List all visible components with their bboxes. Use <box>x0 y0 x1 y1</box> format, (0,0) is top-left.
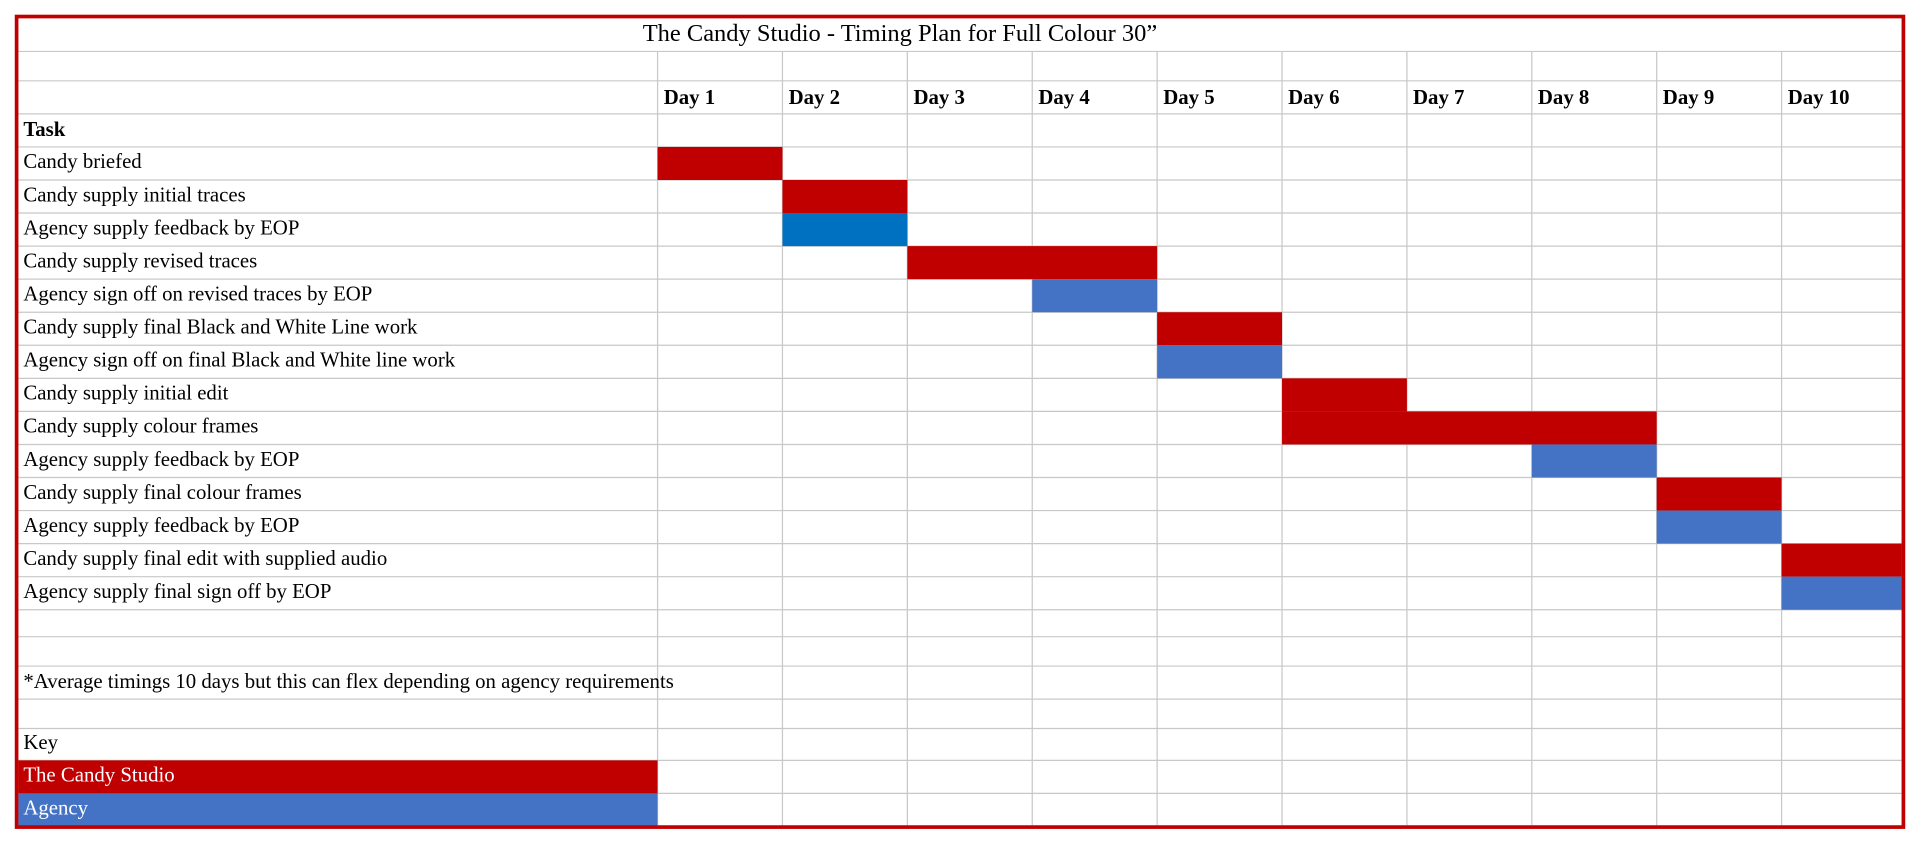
task-label: Candy supply colour frames <box>23 414 258 438</box>
day-label: Day 10 <box>1788 85 1850 109</box>
task-bar <box>907 246 1158 280</box>
task-bar <box>1157 312 1283 346</box>
day-label: Day 3 <box>913 85 964 109</box>
key-label: Key <box>23 730 58 754</box>
task-label: Agency supply final sign off by EOP <box>23 579 331 603</box>
grid <box>18 50 1902 826</box>
task-label: Agency sign off on final Black and White… <box>23 348 455 372</box>
footnote: *Average timings 10 days but this can fl… <box>23 669 674 693</box>
task-bar <box>1282 378 1407 412</box>
task-label: Candy supply final Black and White Line … <box>23 315 418 339</box>
task-label: Candy supply initial edit <box>23 381 228 405</box>
outer-border <box>14 14 1906 829</box>
task-bar <box>782 179 908 214</box>
day-label: Day 4 <box>1038 85 1090 109</box>
task-bar <box>657 146 783 180</box>
day-label: Day 7 <box>1413 85 1464 109</box>
task-bar <box>1781 543 1902 577</box>
day-label: Day 6 <box>1288 85 1339 109</box>
day-label: Day 9 <box>1663 85 1714 109</box>
legend-label: The Candy Studio <box>23 763 174 787</box>
task-label: Candy supply revised traces <box>23 248 257 272</box>
legend-swatch <box>18 793 658 827</box>
task-bar <box>1656 477 1782 511</box>
legend-label: Agency <box>23 796 88 820</box>
task-label: Candy briefed <box>23 149 142 173</box>
day-label: Day 2 <box>789 85 840 109</box>
day-label: Day 1 <box>664 85 715 109</box>
task-label: Candy supply final colour frames <box>23 480 301 504</box>
day-label: Day 8 <box>1538 85 1589 109</box>
task-label: Agency sign off on revised traces by EOP <box>23 281 372 305</box>
chart-title: The Candy Studio - Timing Plan for Full … <box>643 20 1158 47</box>
task-label: Agency supply feedback by EOP <box>23 215 299 239</box>
task-bar <box>1656 510 1782 544</box>
labels: Day 1 Day 2 Day 3 Day 4 Day 5 Day 6 Day 7 Day 8… <box>23 85 1849 820</box>
task-bar <box>1032 279 1158 313</box>
task-header: Task <box>23 117 65 141</box>
task-bar <box>1781 576 1902 610</box>
task-bar <box>1282 411 1657 445</box>
task-label: Agency supply feedback by EOP <box>23 513 299 537</box>
task-label: Agency supply feedback by EOP <box>23 447 299 471</box>
task-bar <box>1157 345 1283 379</box>
task-bar <box>1531 444 1657 478</box>
task-bar <box>782 213 908 247</box>
task-label: Candy supply final edit with supplied au… <box>23 546 387 570</box>
task-label: Candy supply initial traces <box>23 182 245 206</box>
day-label: Day 5 <box>1163 85 1214 109</box>
legend-swatch <box>18 760 658 794</box>
marks <box>18 146 1902 827</box>
